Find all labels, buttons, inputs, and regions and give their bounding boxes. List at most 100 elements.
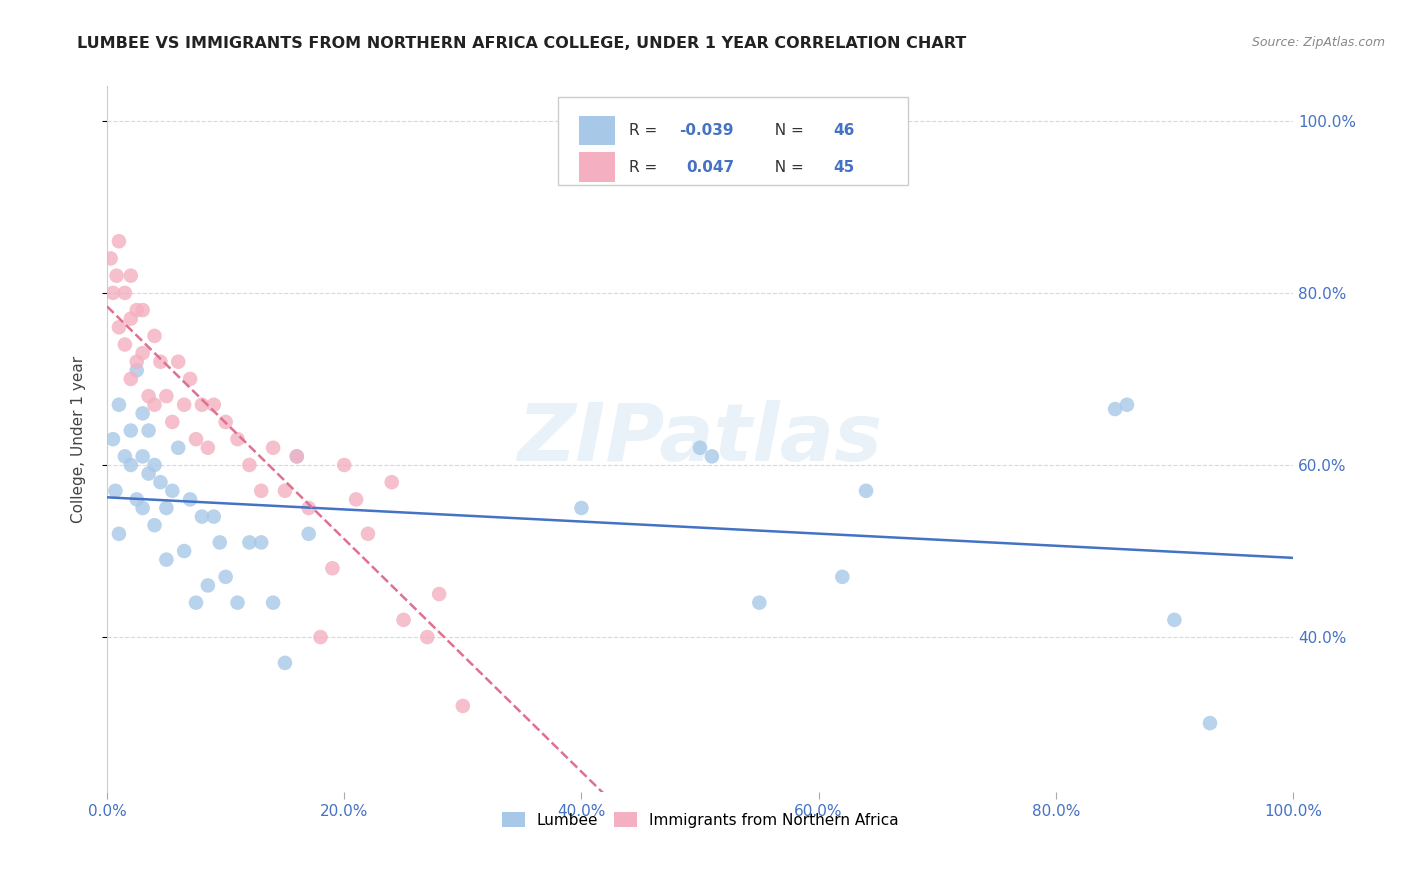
- Point: [149, 475, 172, 490]
- Text: R =: R =: [628, 123, 662, 138]
- Point: [250, 535, 273, 549]
- Point: [184, 432, 207, 446]
- Point: [167, 441, 190, 455]
- Point: [173, 544, 195, 558]
- Point: [101, 432, 124, 446]
- FancyBboxPatch shape: [579, 116, 614, 145]
- Point: [101, 285, 124, 300]
- Point: [120, 458, 142, 472]
- Text: -0.039: -0.039: [679, 123, 733, 138]
- Point: [143, 398, 166, 412]
- Point: [226, 432, 249, 446]
- Legend: Lumbee, Immigrants from Northern Africa: Lumbee, Immigrants from Northern Africa: [495, 805, 904, 834]
- Point: [571, 501, 593, 516]
- Point: [114, 285, 136, 300]
- Text: 45: 45: [832, 160, 853, 175]
- Point: [131, 303, 153, 318]
- Point: [138, 389, 160, 403]
- Point: [143, 518, 166, 533]
- Point: [184, 596, 207, 610]
- Point: [1104, 402, 1126, 417]
- Point: [162, 483, 184, 498]
- Point: [416, 630, 439, 644]
- Text: 46: 46: [832, 123, 855, 138]
- Point: [131, 346, 153, 360]
- Point: [215, 570, 238, 584]
- Point: [321, 561, 343, 575]
- Point: [285, 450, 308, 464]
- Point: [131, 450, 153, 464]
- Text: N =: N =: [765, 160, 808, 175]
- Point: [125, 363, 148, 377]
- Point: [108, 234, 131, 248]
- Point: [108, 320, 131, 334]
- Point: [131, 406, 153, 420]
- Point: [125, 492, 148, 507]
- Point: [155, 552, 177, 566]
- Point: [274, 483, 297, 498]
- Point: [381, 475, 404, 490]
- Point: [125, 303, 148, 318]
- Point: [120, 268, 142, 283]
- Point: [238, 458, 260, 472]
- Y-axis label: College, Under 1 year: College, Under 1 year: [72, 356, 86, 523]
- Point: [125, 355, 148, 369]
- Point: [108, 398, 131, 412]
- Point: [108, 526, 131, 541]
- Point: [155, 501, 177, 516]
- Point: [162, 415, 184, 429]
- Point: [104, 483, 127, 498]
- Point: [238, 535, 260, 549]
- Text: R =: R =: [628, 160, 662, 175]
- Point: [748, 596, 770, 610]
- Point: [120, 372, 142, 386]
- Point: [333, 458, 356, 472]
- Point: [131, 501, 153, 516]
- Point: [105, 268, 128, 283]
- Point: [700, 450, 723, 464]
- Point: [155, 389, 177, 403]
- Point: [138, 467, 160, 481]
- Point: [689, 441, 711, 455]
- Point: [357, 526, 380, 541]
- Text: LUMBEE VS IMMIGRANTS FROM NORTHERN AFRICA COLLEGE, UNDER 1 YEAR CORRELATION CHAR: LUMBEE VS IMMIGRANTS FROM NORTHERN AFRIC…: [77, 36, 966, 51]
- Point: [191, 398, 214, 412]
- Text: ZIPatlas: ZIPatlas: [517, 401, 883, 478]
- Point: [427, 587, 450, 601]
- Point: [831, 570, 853, 584]
- Text: Source: ZipAtlas.com: Source: ZipAtlas.com: [1251, 36, 1385, 49]
- Point: [179, 372, 201, 386]
- Point: [138, 424, 160, 438]
- Point: [392, 613, 415, 627]
- Point: [451, 698, 474, 713]
- Point: [120, 311, 142, 326]
- Point: [173, 398, 195, 412]
- FancyBboxPatch shape: [579, 153, 614, 182]
- Point: [191, 509, 214, 524]
- Text: N =: N =: [765, 123, 808, 138]
- Point: [1199, 716, 1222, 731]
- Point: [298, 501, 321, 516]
- FancyBboxPatch shape: [558, 97, 907, 186]
- Point: [1163, 613, 1185, 627]
- Point: [114, 337, 136, 351]
- Point: [250, 483, 273, 498]
- Point: [179, 492, 201, 507]
- Point: [100, 252, 122, 266]
- Point: [197, 441, 219, 455]
- Point: [149, 355, 172, 369]
- Point: [285, 450, 308, 464]
- Point: [226, 596, 249, 610]
- Point: [120, 424, 142, 438]
- Point: [197, 578, 219, 592]
- Point: [262, 441, 284, 455]
- Point: [855, 483, 877, 498]
- Point: [202, 398, 225, 412]
- Point: [298, 526, 321, 541]
- Point: [114, 450, 136, 464]
- Point: [262, 596, 284, 610]
- Point: [309, 630, 332, 644]
- Point: [143, 329, 166, 343]
- Point: [344, 492, 367, 507]
- Point: [1116, 398, 1139, 412]
